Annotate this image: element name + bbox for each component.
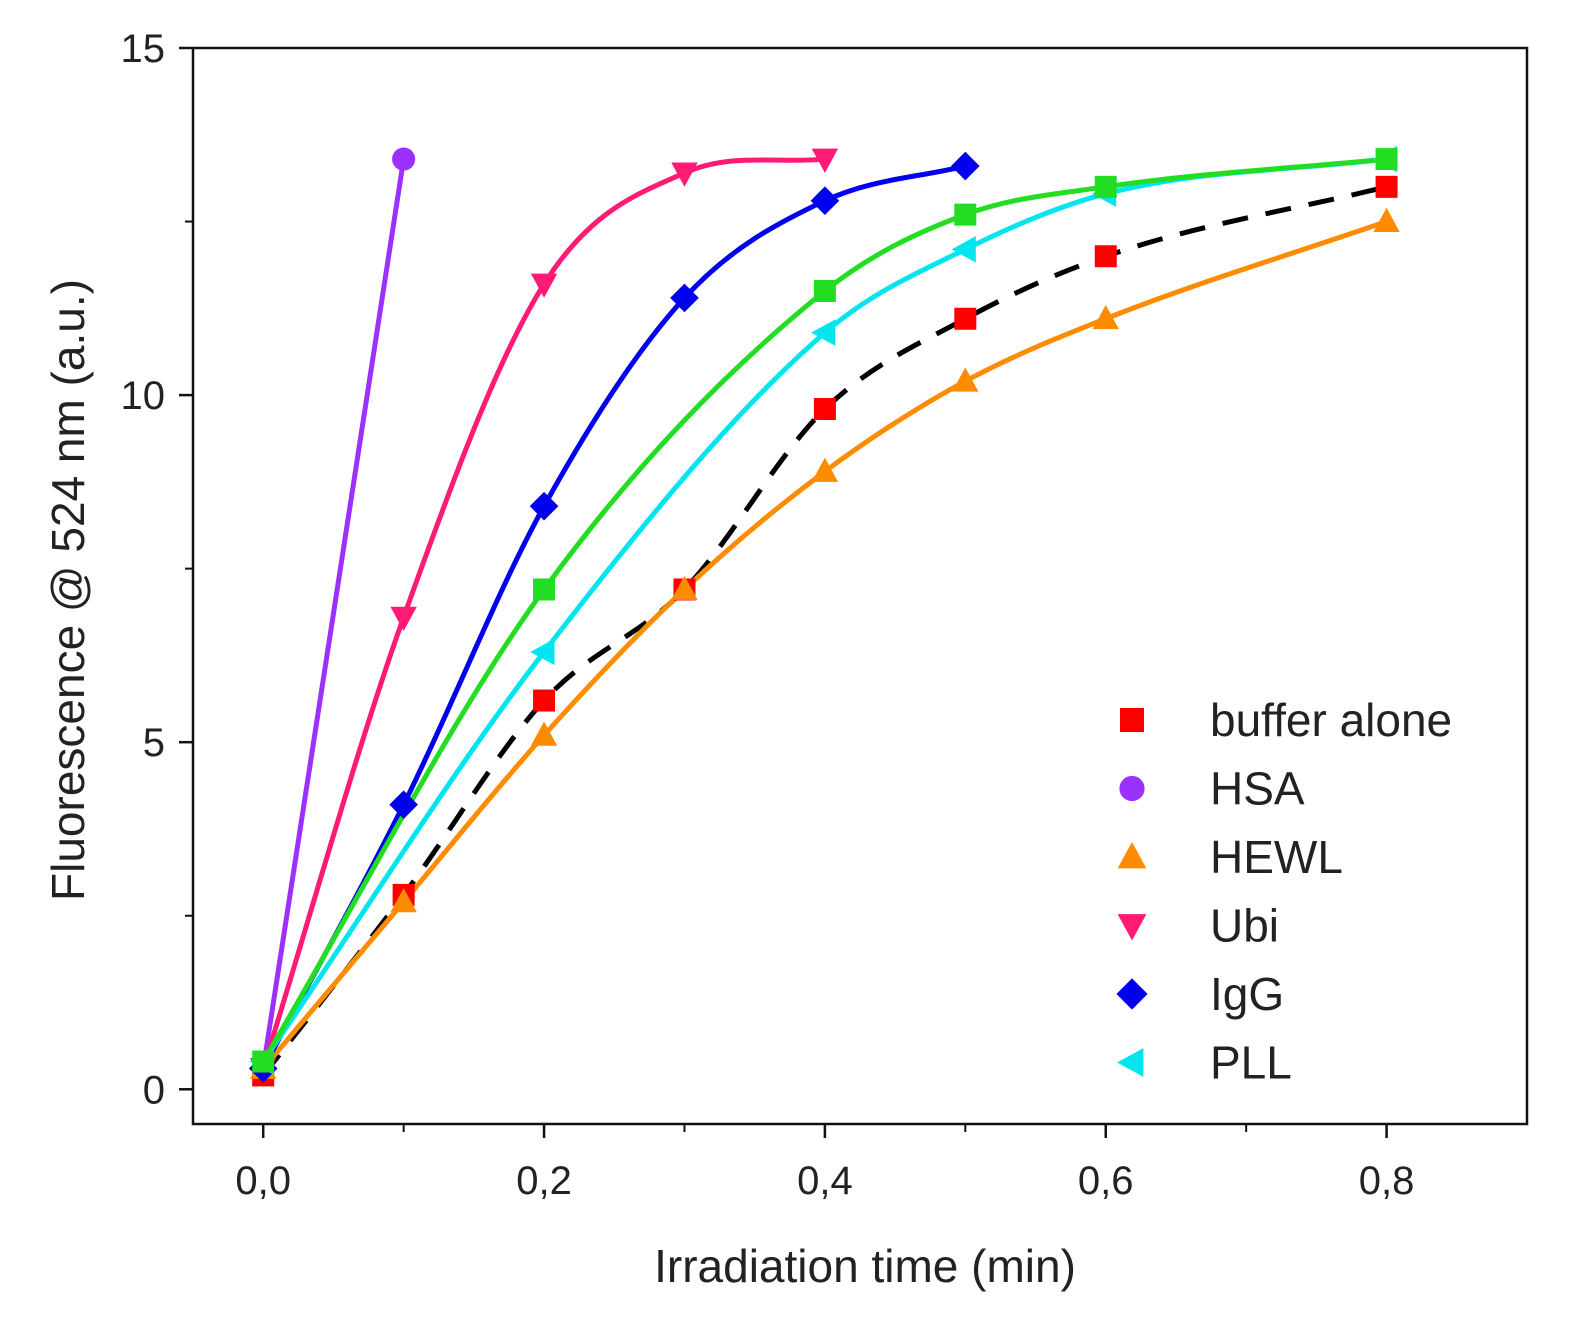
legend-marker <box>1117 842 1147 869</box>
data-point <box>1375 175 1398 198</box>
x-axis-title: Irradiation time (min) <box>654 1240 1076 1292</box>
legend-marker <box>1120 708 1144 732</box>
data-point <box>529 491 559 521</box>
series-curve-hsa <box>260 156 407 1071</box>
x-tick-label: 0,4 <box>797 1159 853 1203</box>
data-point <box>1373 207 1400 232</box>
legend-marker <box>1119 775 1145 802</box>
data-point <box>954 307 977 330</box>
series-curve-igg <box>260 163 968 1071</box>
legend-label: Ubi <box>1210 900 1279 952</box>
y-tick-label: 15 <box>121 27 166 71</box>
data-point <box>813 279 836 302</box>
data-point <box>671 162 698 187</box>
data-point <box>533 689 556 712</box>
y-tick-label: 10 <box>121 374 166 418</box>
legend: buffer alone HSA HEWL Ubi IgG PLL <box>1116 694 1452 1089</box>
data-point <box>533 578 556 601</box>
data-point <box>671 575 698 600</box>
data-point <box>390 606 417 631</box>
data-point <box>811 148 839 173</box>
data-point <box>530 638 555 666</box>
plot-frame <box>191 46 1529 1126</box>
y-axis-title: Fluorescence @ 524 nm (a.u.) <box>42 279 94 901</box>
data-point <box>951 236 976 263</box>
legend-marker <box>1117 1048 1144 1077</box>
data-point <box>811 319 836 346</box>
y-tick-label: 5 <box>143 721 165 765</box>
legend-label: IgG <box>1210 968 1284 1020</box>
legend-label: HEWL <box>1210 831 1343 883</box>
x-tick-label: 0,6 <box>1078 1159 1134 1203</box>
x-tick-label: 0,0 <box>235 1159 291 1203</box>
x-axis-ticks: 0,0 0,2 0,4 0,6 0,8 <box>235 1124 1414 1203</box>
data-point <box>252 1050 275 1073</box>
data-point <box>951 151 980 181</box>
data-point <box>530 273 558 298</box>
data-point <box>392 147 416 171</box>
y-tick-label: 0 <box>143 1068 165 1112</box>
data-point <box>1094 245 1117 268</box>
legend-label: PLL <box>1210 1037 1292 1089</box>
data-point <box>1375 148 1398 171</box>
data-point <box>530 721 558 746</box>
series-curve-ubi <box>260 156 828 1071</box>
data-point <box>1092 304 1119 330</box>
data-point <box>813 397 836 420</box>
x-tick-label: 0,2 <box>516 1159 572 1203</box>
data-point <box>952 367 979 392</box>
series-markers <box>248 145 1400 1087</box>
data-point <box>389 790 418 819</box>
legend-label: buffer alone <box>1210 694 1452 746</box>
data-point <box>954 203 977 226</box>
data-point <box>811 457 839 482</box>
data-point <box>810 186 840 216</box>
data-point <box>390 888 417 913</box>
data-point <box>670 283 699 313</box>
legend-marker <box>1116 978 1148 1010</box>
legend-marker <box>1117 914 1147 941</box>
x-tick-label: 0,8 <box>1359 1159 1415 1203</box>
data-point <box>1094 175 1117 198</box>
legend-label: HSA <box>1210 763 1305 815</box>
y-axis-ticks: 0 5 10 15 <box>121 27 193 1112</box>
